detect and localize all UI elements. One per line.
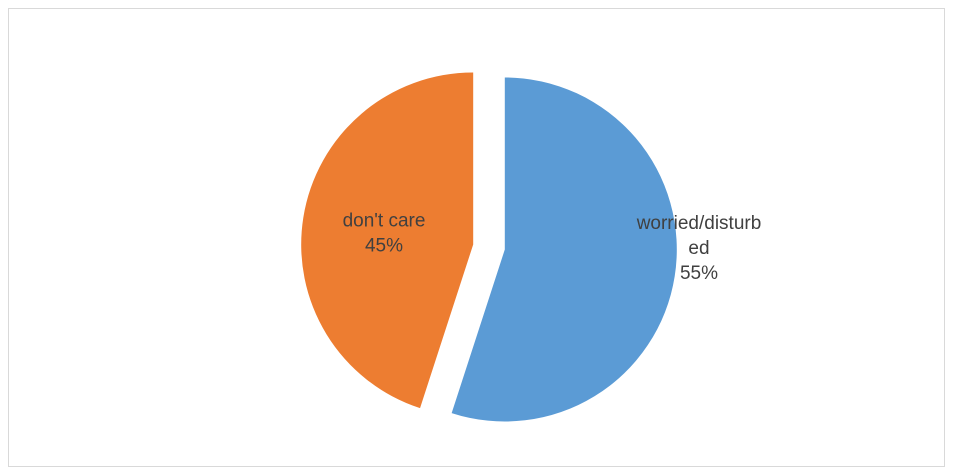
slice-percent-label: 45% (365, 236, 403, 257)
chart-area: worried/disturb ed 55% don't care 45% (8, 8, 945, 467)
slice-category-label: ed (688, 238, 709, 259)
slice-category-label: worried/disturb (636, 213, 762, 234)
pie-slice (451, 77, 677, 422)
pie-slice (301, 72, 474, 409)
pie-chart: worried/disturb ed 55% don't care 45% (301, 72, 762, 422)
slice-percent-label: 55% (680, 263, 718, 284)
slice-category-label: don't care (343, 211, 426, 232)
